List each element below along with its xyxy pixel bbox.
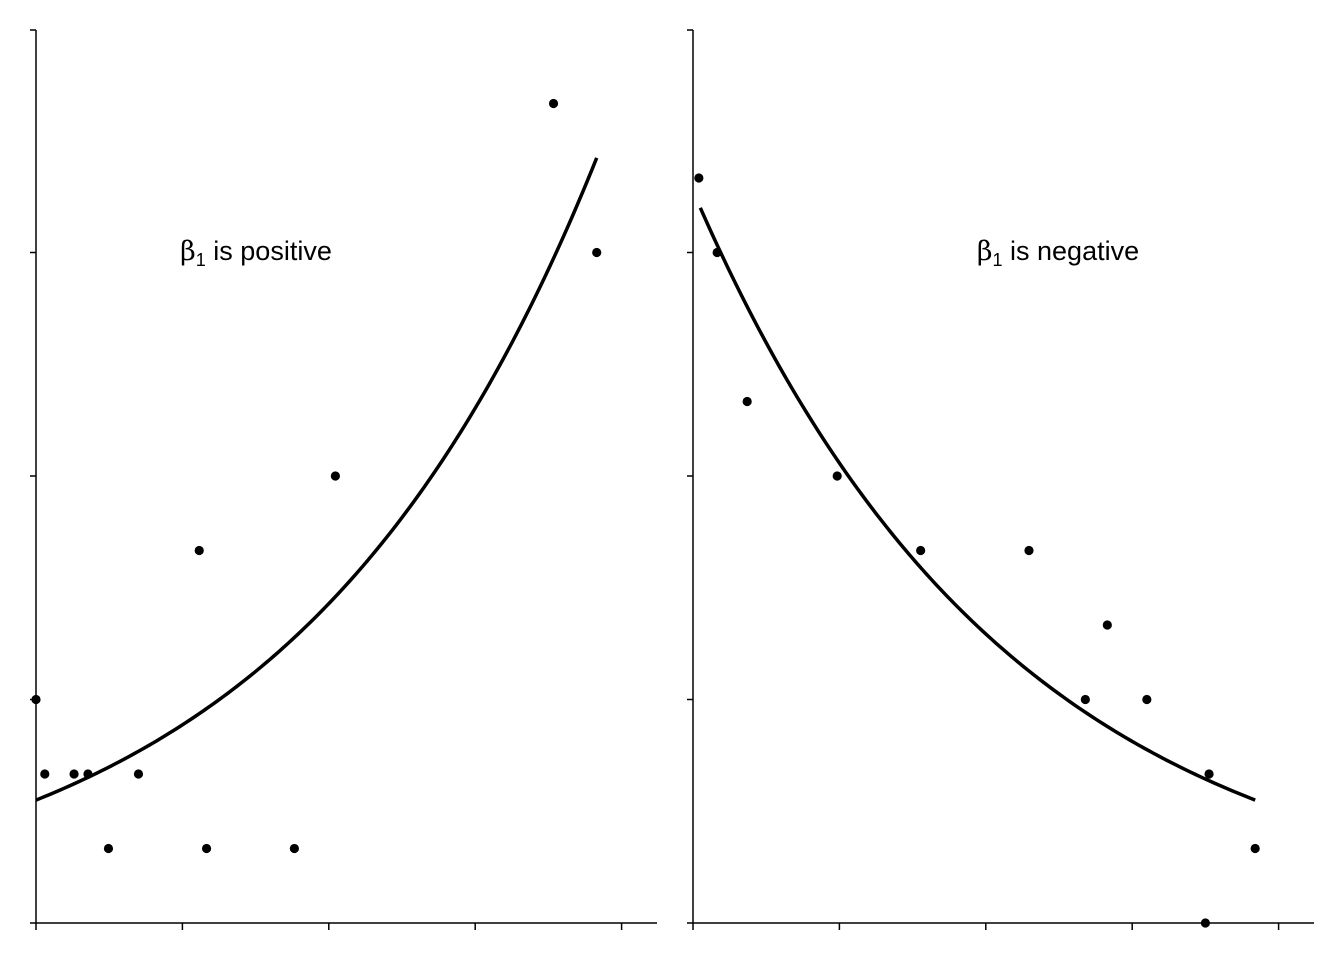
data-point [1204,769,1214,779]
data-point [1250,843,1260,854]
beta-symbol: β [977,236,993,267]
data-point [548,98,559,109]
data-point [201,843,212,854]
data-point [742,396,752,407]
data-point [289,843,299,854]
right-panel: β1 is negative [687,29,1314,930]
data-point [103,843,114,854]
left-panel: β1 is positive [30,29,657,930]
fit-curve [698,207,1256,802]
data-point [194,545,204,556]
annotation-text: is negative [1003,236,1140,266]
data-point [31,694,41,705]
data-point [69,769,79,779]
data-point [1200,918,1210,928]
data-point [83,769,93,779]
data-point [712,247,722,258]
data-point [133,769,144,779]
data-point [1142,694,1152,705]
beta-subscript: 1 [196,250,206,270]
data-point [694,173,704,183]
data-point [330,471,340,481]
beta-annotation: β1 is positive [180,236,332,270]
fit-curve [35,157,599,802]
beta-subscript: 1 [993,250,1003,270]
data-point [40,769,50,779]
data-point [592,247,602,258]
beta-symbol: β [180,236,196,267]
data-point [1102,620,1112,630]
data-point [1080,694,1090,705]
data-point [832,471,842,481]
beta-annotation: β1 is negative [977,236,1139,270]
annotation-text: is positive [206,236,332,266]
data-point [1024,545,1034,556]
data-point [916,545,926,556]
